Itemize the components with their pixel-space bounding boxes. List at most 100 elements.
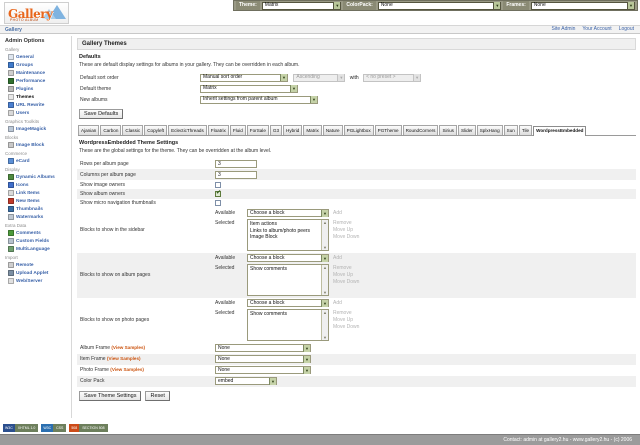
sidebar-item-plugins[interactable]: Plugins xyxy=(3,85,68,93)
list-item[interactable]: Image Block xyxy=(250,234,278,241)
site-admin-link[interactable]: Site Admin xyxy=(551,26,576,32)
sidebar-item-ecard[interactable]: eCard xyxy=(3,157,68,165)
theme-toolbar-colorpack-select[interactable]: None ▼ xyxy=(377,1,502,10)
sidebar-item-remote[interactable]: Remote xyxy=(3,261,68,269)
tab-classic[interactable]: Classic xyxy=(122,125,144,135)
scroll-up-icon[interactable]: ▲ xyxy=(323,265,327,271)
list-item[interactable]: Show comments xyxy=(250,311,287,318)
album-frame-view-samples-link[interactable]: (View Samples) xyxy=(111,345,146,351)
list-item[interactable]: Show comments xyxy=(250,266,287,273)
block-action-move-up[interactable]: Move Up xyxy=(333,317,354,324)
tab-sirius[interactable]: Sirius xyxy=(439,125,457,135)
tab-floatrix[interactable]: Floatrix xyxy=(207,125,229,135)
listbox-scrollbar[interactable]: ▲ ▼ xyxy=(321,220,328,251)
tab-slider[interactable]: Slider xyxy=(457,125,476,135)
tab-pgtheme[interactable]: PGTheme xyxy=(374,125,402,135)
selected-blocks-listbox[interactable]: Item actions Links to album/photo peers Im… xyxy=(247,219,329,252)
item-frame-view-samples-link[interactable]: (View Samples) xyxy=(106,356,141,362)
tab-forsale[interactable]: ForSale xyxy=(246,125,269,135)
sidebar-item-maintenance[interactable]: Maintenance xyxy=(3,69,68,77)
cols-per-page-input[interactable]: 3 xyxy=(215,170,257,179)
tab-matrix[interactable]: Matrix xyxy=(303,125,322,135)
selected-blocks-listbox[interactable]: Show comments ▲ ▼ xyxy=(247,264,329,297)
available-blocks-select[interactable]: Choose a block ▼ xyxy=(247,209,329,218)
block-action-remove[interactable]: Remove xyxy=(333,310,352,317)
scroll-up-icon[interactable]: ▲ xyxy=(323,310,327,316)
block-action-remove[interactable]: Remove xyxy=(333,220,352,227)
show-micro-nav-checkbox[interactable] xyxy=(215,200,221,207)
scroll-down-icon[interactable]: ▼ xyxy=(323,245,327,251)
tab-ajanian[interactable]: Ajanian xyxy=(78,125,100,135)
tab-nature[interactable]: Nature xyxy=(322,125,343,135)
tab-copyleft[interactable]: Copyleft xyxy=(144,125,168,135)
tab-wordpressembedded[interactable]: WordpressEmbedded xyxy=(533,125,587,136)
available-blocks-select[interactable]: Choose a block ▼ xyxy=(247,299,329,308)
block-action-move-down[interactable]: Move Down xyxy=(333,279,360,286)
tab-fluid[interactable]: Fluid xyxy=(229,125,246,135)
gallery-logo[interactable]: Gallery PHOTO ALBUM xyxy=(4,2,69,24)
tab-g3[interactable]: G3 xyxy=(269,125,283,135)
scroll-up-icon[interactable]: ▲ xyxy=(323,220,327,226)
photo-frame-select[interactable]: None ▼ xyxy=(215,366,311,375)
block-action-move-down[interactable]: Move Down xyxy=(333,324,360,331)
breadcrumb[interactable]: Gallery xyxy=(5,27,22,33)
tab-eclecticthreads[interactable]: EclecticThreads xyxy=(168,125,207,135)
sidebar-item-web-server[interactable]: Web/Server xyxy=(3,277,68,285)
theme-toolbar-theme-select[interactable]: Matrix ▼ xyxy=(261,1,342,10)
sidebar-item-users[interactable]: Users xyxy=(3,109,68,117)
sort-direction-select[interactable]: Ascending ▼ xyxy=(293,73,346,82)
tab-carbon[interactable]: Carbon xyxy=(100,125,122,135)
sidebar-item-comments[interactable]: Comments xyxy=(3,229,68,237)
default-theme-select[interactable]: Matrix ▼ xyxy=(200,84,298,93)
tab-roundcorners[interactable]: RoundCorners xyxy=(402,125,439,135)
sidebar-item-themes[interactable]: Themes xyxy=(3,93,68,101)
validator-badge[interactable]: W3C CSS xyxy=(41,424,67,432)
logout-link[interactable]: Logout xyxy=(618,26,634,32)
tab-hybrid[interactable]: Hybrid xyxy=(283,125,303,135)
add-block-link[interactable]: Add xyxy=(333,255,342,262)
selected-blocks-listbox[interactable]: Show comments ▲ ▼ xyxy=(247,309,329,342)
sidebar-item-url-rewrite[interactable]: URL Rewrite xyxy=(3,101,68,109)
default-sort-order-select[interactable]: Manual sort order ▼ xyxy=(200,73,288,82)
sidebar-item-imagemagick[interactable]: ImageMagick xyxy=(3,125,68,133)
sort-preset-select[interactable]: < no preset > ▼ xyxy=(363,73,422,82)
sidebar-item-watermarks[interactable]: Watermarks xyxy=(3,213,68,221)
scroll-down-icon[interactable]: ▼ xyxy=(323,335,327,341)
sidebar-item-link-items[interactable]: Link Items xyxy=(3,189,68,197)
show-album-owners-checkbox[interactable] xyxy=(215,190,221,197)
sidebar-item-groups[interactable]: Groups xyxy=(3,61,68,69)
tab-splxhang[interactable]: SplxHang xyxy=(476,125,503,135)
list-item[interactable]: Item actions xyxy=(250,221,277,228)
rows-per-page-input[interactable]: 3 xyxy=(215,159,257,168)
tab-pglightbox[interactable]: PGLightbox xyxy=(343,125,374,135)
listbox-scrollbar[interactable]: ▲ ▼ xyxy=(321,265,328,296)
sidebar-item-general[interactable]: General xyxy=(3,53,68,61)
sidebar-item-image-block[interactable]: Image Block xyxy=(3,141,68,149)
theme-toolbar-frames-select[interactable]: None ▼ xyxy=(530,1,635,10)
reset-button[interactable]: Reset xyxy=(145,390,170,401)
sidebar-item-icons[interactable]: Icons xyxy=(3,181,68,189)
add-block-link[interactable]: Add xyxy=(333,210,342,217)
save-defaults-button[interactable]: Save Defaults xyxy=(79,109,124,119)
block-action-move-up[interactable]: Move Up xyxy=(333,272,354,279)
color-pack-select[interactable]: embed ▼ xyxy=(215,377,277,386)
sidebar-item-new-items[interactable]: New Items xyxy=(3,197,68,205)
block-action-move-down[interactable]: Move Down xyxy=(333,234,360,241)
save-theme-settings-button[interactable]: Save Theme Settings xyxy=(79,390,142,401)
block-action-remove[interactable]: Remove xyxy=(333,265,352,272)
tab-sun[interactable]: Sun xyxy=(503,125,518,135)
new-albums-select[interactable]: Inherit settings from parent album ▼ xyxy=(200,95,318,104)
sidebar-item-custom-fields[interactable]: Custom Fields xyxy=(3,237,68,245)
listbox-scrollbar[interactable]: ▲ ▼ xyxy=(321,310,328,341)
add-block-link[interactable]: Add xyxy=(333,300,342,307)
sidebar-item-multilanguage[interactable]: MultiLanguage xyxy=(3,245,68,253)
sidebar-item-dynamic-albums[interactable]: Dynamic Albums xyxy=(3,173,68,181)
list-item[interactable]: Links to album/photo peers xyxy=(250,227,311,234)
album-frame-select[interactable]: None ▼ xyxy=(215,344,311,353)
sidebar-item-upload-applet[interactable]: Upload Applet xyxy=(3,269,68,277)
your-account-link[interactable]: Your Account xyxy=(582,26,612,32)
scroll-down-icon[interactable]: ▼ xyxy=(323,290,327,296)
validator-badge[interactable]: 508 SECTION 508 xyxy=(69,424,108,432)
show-image-owners-checkbox[interactable] xyxy=(215,181,221,188)
validator-badge[interactable]: W3C XHTML 1.0 xyxy=(3,424,39,432)
